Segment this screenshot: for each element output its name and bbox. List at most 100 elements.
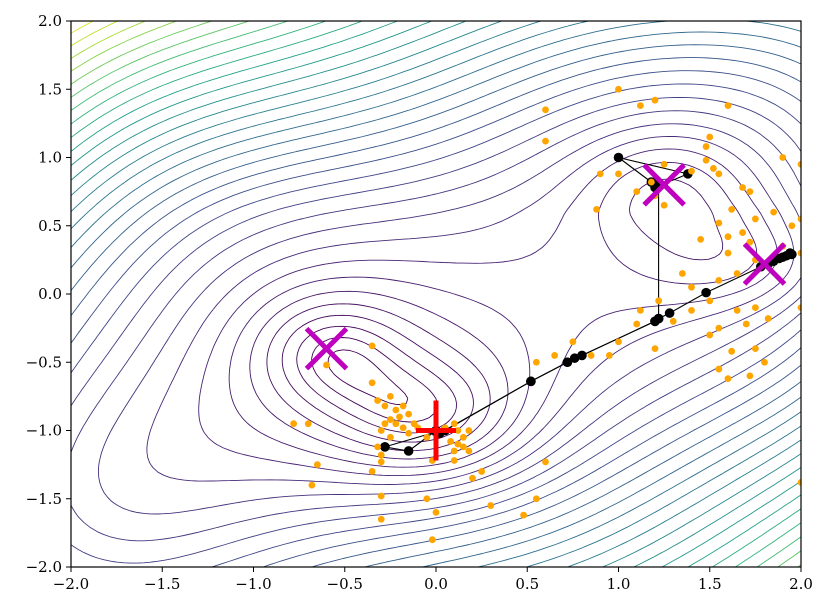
x-tick-label-1: −1.5 — [144, 575, 180, 593]
sample-point-66 — [551, 352, 559, 359]
sample-point-116 — [432, 509, 440, 516]
contour-level-29 — [71, 21, 801, 567]
sample-point-9 — [596, 170, 604, 178]
sample-point-34 — [788, 222, 796, 230]
sample-point-51 — [764, 315, 772, 322]
sample-point-44 — [733, 306, 741, 314]
sample-point-56 — [615, 338, 622, 346]
sample-point-53 — [797, 304, 801, 312]
sample-point-29 — [724, 233, 732, 241]
sample-point-102 — [377, 458, 385, 466]
contour-level-10 — [97, 123, 801, 515]
sample-point-27 — [739, 229, 746, 236]
sample-point-118 — [428, 536, 436, 544]
sample-point-112 — [423, 495, 431, 503]
sample-point-28 — [770, 208, 778, 216]
sample-point-70 — [368, 379, 376, 387]
sample-point-76 — [399, 402, 407, 410]
sample-point-90 — [454, 427, 462, 434]
sample-point-52 — [706, 331, 714, 339]
sample-point-61 — [715, 365, 723, 373]
sample-point-94 — [454, 440, 462, 448]
sample-point-55 — [633, 320, 641, 328]
y-tick-label-0: −2.0 — [26, 558, 62, 576]
trajectory-point-2-0 — [380, 442, 390, 452]
sample-point-8 — [702, 156, 710, 164]
sample-point-95 — [459, 443, 467, 451]
sample-point-57 — [569, 338, 577, 346]
sample-point-96 — [465, 447, 473, 455]
sample-point-40 — [688, 283, 695, 291]
sample-point-31 — [697, 236, 705, 243]
sample-point-35 — [724, 249, 732, 257]
x-marker-0 — [304, 326, 349, 371]
x-tick-label-6: 1.0 — [607, 575, 631, 593]
sample-point-13 — [779, 154, 787, 161]
contour-level-26 — [71, 21, 801, 567]
sample-point-63 — [724, 375, 732, 383]
sample-point-43 — [706, 297, 714, 305]
sample-point-91 — [459, 433, 467, 441]
x-tick-label-3: −0.5 — [327, 575, 363, 593]
sample-point-78 — [386, 416, 394, 423]
contour-level-1 — [327, 349, 409, 405]
sample-point-59 — [605, 352, 613, 359]
sample-point-98 — [290, 420, 298, 428]
x-marker-2 — [742, 242, 787, 286]
sample-point-65 — [587, 352, 595, 359]
sample-point-109 — [469, 474, 476, 482]
contour-level-31 — [71, 21, 146, 59]
y-tick-label-3: −0.5 — [26, 353, 62, 371]
sample-point-71 — [374, 397, 381, 404]
contour-level-13 — [71, 83, 801, 567]
sample-point-64 — [746, 372, 754, 380]
sample-point-115 — [520, 511, 527, 519]
sample-point-80 — [392, 420, 400, 428]
sample-points — [290, 85, 801, 544]
sample-point-79 — [381, 420, 389, 428]
axis-ticks: −2.0 −1.5 −1.0 −0.5 0.0 0.5 1.0 1.5 2.0 −2.0 −1.5 −… — [26, 12, 813, 593]
contour-level-23 — [71, 21, 801, 567]
sample-point-50 — [742, 320, 750, 328]
sample-point-0 — [542, 106, 549, 114]
sample-point-17 — [633, 188, 641, 196]
x-tick-label-5: 0.5 — [515, 575, 539, 593]
x-marker-1 — [642, 163, 686, 207]
sample-point-3 — [651, 96, 659, 104]
sample-point-24 — [751, 215, 759, 223]
trajectory-point-1-11 — [664, 308, 675, 318]
contour-level-7 — [228, 161, 758, 468]
sample-point-12 — [710, 165, 717, 172]
trajectory-point-2-4 — [562, 357, 573, 368]
sample-point-68 — [368, 342, 376, 350]
contour-level-32 — [71, 21, 119, 47]
x-tick-label-7: 1.5 — [698, 575, 722, 593]
sample-point-25 — [593, 205, 600, 213]
sample-point-111 — [377, 492, 385, 500]
trajectory-point-2-6 — [653, 313, 664, 324]
sample-point-60 — [751, 345, 759, 352]
sample-point-107 — [478, 468, 486, 475]
sample-point-87 — [423, 433, 431, 441]
sample-point-62 — [761, 358, 768, 366]
sample-point-114 — [487, 502, 495, 509]
sample-point-10 — [660, 160, 668, 168]
sample-point-36 — [733, 270, 741, 277]
plus-marker-3 — [416, 400, 456, 461]
contour-level-25 — [71, 21, 801, 567]
y-tick-label-5: 0.5 — [38, 217, 62, 235]
contour-level-27 — [71, 21, 801, 567]
contour-level-15 — [71, 57, 801, 567]
sample-point-39 — [715, 276, 723, 284]
sample-point-92 — [465, 427, 473, 434]
sample-point-73 — [386, 392, 394, 400]
sample-point-75 — [396, 413, 403, 421]
y-tick-label-7: 1.5 — [38, 80, 62, 98]
trajectory-point-2-3 — [526, 376, 536, 387]
sample-point-104 — [450, 457, 458, 464]
sample-point-108 — [542, 458, 549, 466]
sample-point-26 — [715, 219, 723, 227]
contour-level-21 — [71, 21, 801, 567]
trajectory-point-1-12 — [701, 287, 711, 298]
sample-point-89 — [450, 420, 458, 428]
